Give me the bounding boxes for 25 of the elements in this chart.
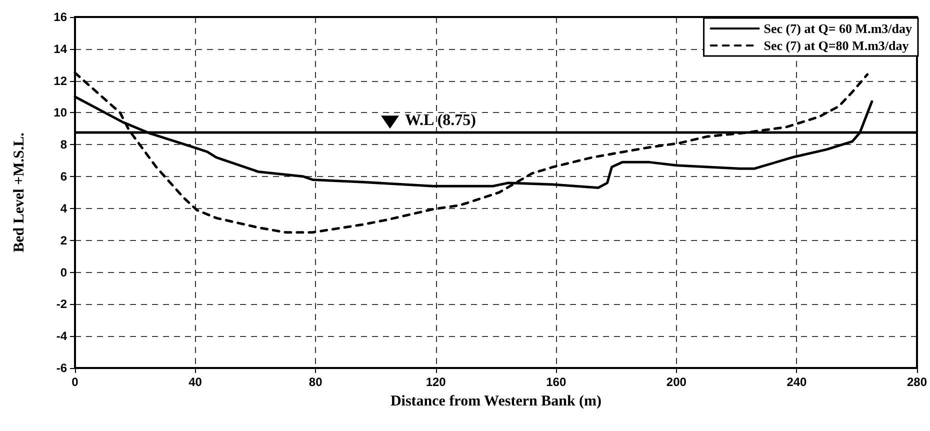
y-tick-label: 12 [54,74,68,88]
x-tick-label: 80 [308,375,323,389]
y-tick-label: 2 [60,233,68,248]
legend-label: Sec (7) at Q=80 M.m3/day [764,38,910,53]
x-tick-label: 280 [906,375,928,389]
y-tick-label: 8 [60,138,68,152]
y-tick-label: 6 [60,170,68,184]
y-tick-label: 0 [60,265,68,280]
y-axis-title: Bed Level +M.S.L. [12,132,28,252]
y-tick-label: -2 [56,297,68,312]
legend-label: Sec (7) at Q= 60 M.m3/day [764,21,912,36]
x-tick-label: 40 [188,375,202,389]
y-tick-label: 4 [60,201,68,216]
y-tick-label: -6 [56,361,68,375]
y-tick-label: 16 [54,10,68,24]
ref-line-label: W.L (8.75) [405,112,476,130]
y-tick-label: -4 [56,329,68,344]
x-tick-label: 160 [546,375,566,389]
x-tick-label: 200 [666,375,687,389]
x-tick-label: 0 [72,375,79,389]
y-tick-label: 10 [54,106,68,120]
x-axis-title: Distance from Western Bank (m) [390,394,602,410]
y-tick-label: 14 [54,42,68,56]
x-tick-label: 240 [786,375,808,389]
x-tick-label: 120 [426,375,446,389]
